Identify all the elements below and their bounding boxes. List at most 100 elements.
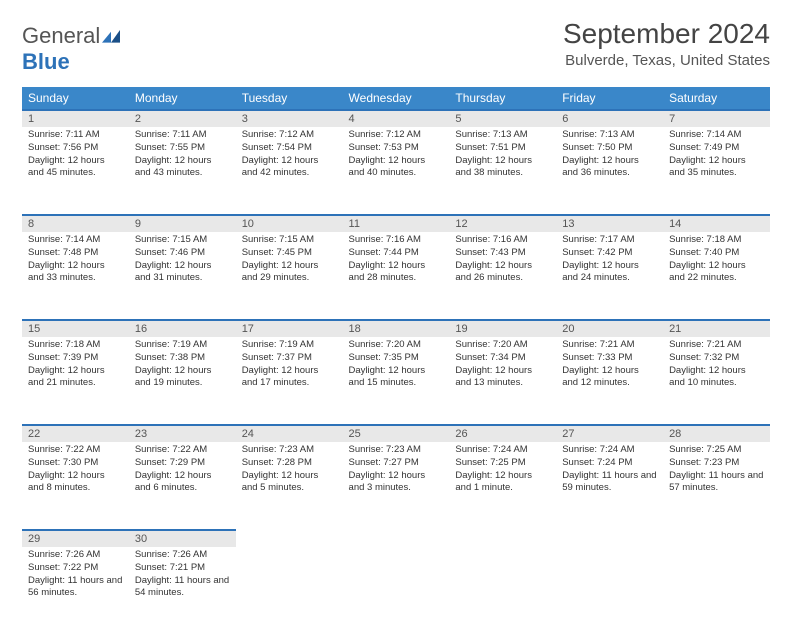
day-number-row: 1234567 xyxy=(22,110,770,127)
month-title: September 2024 xyxy=(563,18,770,50)
day-content-cell: Sunrise: 7:11 AMSunset: 7:56 PMDaylight:… xyxy=(22,127,129,215)
sunset-line: Sunset: 7:55 PM xyxy=(135,142,205,153)
day-number-cell: 18 xyxy=(343,320,450,337)
day-number-cell: 3 xyxy=(236,110,343,127)
day-content-cell: Sunrise: 7:25 AMSunset: 7:23 PMDaylight:… xyxy=(663,442,770,530)
daylight-line: Daylight: 12 hours and 10 minutes. xyxy=(669,365,746,389)
day-number-cell: 13 xyxy=(556,215,663,232)
daylight-line: Daylight: 12 hours and 22 minutes. xyxy=(669,260,746,284)
day-content-row: Sunrise: 7:18 AMSunset: 7:39 PMDaylight:… xyxy=(22,337,770,425)
title-block: September 2024 Bulverde, Texas, United S… xyxy=(563,18,770,69)
day-number-cell: 28 xyxy=(663,425,770,442)
sunset-line: Sunset: 7:39 PM xyxy=(28,352,98,363)
sunrise-line: Sunrise: 7:11 AM xyxy=(28,129,100,140)
sunset-line: Sunset: 7:27 PM xyxy=(349,457,419,468)
sunrise-line: Sunrise: 7:19 AM xyxy=(242,339,314,350)
daylight-line: Daylight: 12 hours and 33 minutes. xyxy=(28,260,105,284)
day-content-cell: Sunrise: 7:14 AMSunset: 7:49 PMDaylight:… xyxy=(663,127,770,215)
sunset-line: Sunset: 7:37 PM xyxy=(242,352,312,363)
sunset-line: Sunset: 7:44 PM xyxy=(349,247,419,258)
sunset-line: Sunset: 7:35 PM xyxy=(349,352,419,363)
sunset-line: Sunset: 7:32 PM xyxy=(669,352,739,363)
sunset-line: Sunset: 7:49 PM xyxy=(669,142,739,153)
day-content-cell: Sunrise: 7:21 AM Sunset: 7:32 PM Daylight:… xyxy=(663,337,770,425)
sunrise-line: Sunrise: 7:22 AM xyxy=(28,444,100,455)
sunrise-line: Sunrise: 7:18 AM xyxy=(669,234,741,245)
day-content-cell: Sunrise: 7:21 AMSunset: 7:33 PMDaylight:… xyxy=(556,337,663,425)
day-content-cell: Sunrise: 7:16 AMSunset: 7:44 PMDaylight:… xyxy=(343,232,450,320)
day-content-cell xyxy=(556,547,663,635)
day-number-cell xyxy=(236,530,343,547)
sunrise-line: Sunrise: 7:13 AM xyxy=(455,129,527,140)
sunrise-line: Sunrise: 7:21 AM xyxy=(669,339,741,350)
sunset-line: Sunset: 7:43 PM xyxy=(455,247,525,258)
day-content-cell: Sunrise: 7:15 AMSunset: 7:46 PMDaylight:… xyxy=(129,232,236,320)
day-number-cell: 9 xyxy=(129,215,236,232)
sunset-line: Sunset: 7:54 PM xyxy=(242,142,312,153)
day-content-cell: Sunrise: 7:24 AMSunset: 7:25 PMDaylight:… xyxy=(449,442,556,530)
day-content-cell: Sunrise: 7:26 AM Sunset: 7:21 PM Daylight:… xyxy=(129,547,236,635)
day-content-cell: Sunrise: 7:19 AMSunset: 7:38 PMDaylight:… xyxy=(129,337,236,425)
day-number-cell: 27 xyxy=(556,425,663,442)
sunrise-line: Sunrise: 7:19 AM xyxy=(135,339,207,350)
daylight-line: Daylight: 12 hours and 12 minutes. xyxy=(562,365,639,389)
day-number-cell: 29 xyxy=(22,530,129,547)
sunset-line: Sunset: 7:30 PM xyxy=(28,457,98,468)
sunset-line: Sunset: 7:42 PM xyxy=(562,247,632,258)
daylight-line: Daylight: 12 hours and 15 minutes. xyxy=(349,365,426,389)
daylight-line: Daylight: 12 hours and 8 minutes. xyxy=(28,470,105,494)
sunset-line: Sunset: 7:21 PM xyxy=(135,562,205,573)
sunrise-line: Sunrise: 7:13 AM xyxy=(562,129,634,140)
day-content-cell: Sunrise: 7:23 AMSunset: 7:27 PMDaylight:… xyxy=(343,442,450,530)
logo-text-1: General xyxy=(22,23,100,48)
sunrise-line: Sunrise: 7:12 AM xyxy=(349,129,421,140)
sunrise-line: Sunrise: 7:26 AM xyxy=(28,549,100,560)
header: General Blue September 2024 Bulverde, Te… xyxy=(22,18,770,75)
day-content-cell: Sunrise: 7:22 AM Sunset: 7:30 PM Daylight:… xyxy=(22,442,129,530)
sunset-line: Sunset: 7:40 PM xyxy=(669,247,739,258)
sunset-line: Sunset: 7:46 PM xyxy=(135,247,205,258)
sunrise-line: Sunrise: 7:14 AM xyxy=(28,234,100,245)
weekday-header: Saturday xyxy=(663,87,770,110)
day-content-cell: Sunrise: 7:22 AMSunset: 7:29 PMDaylight:… xyxy=(129,442,236,530)
day-number-cell: 30 xyxy=(129,530,236,547)
daylight-line: Daylight: 12 hours and 29 minutes. xyxy=(242,260,319,284)
weekday-header: Tuesday xyxy=(236,87,343,110)
weekday-header: Thursday xyxy=(449,87,556,110)
day-number-cell: 4 xyxy=(343,110,450,127)
weekday-header-row: SundayMondayTuesdayWednesdayThursdayFrid… xyxy=(22,87,770,110)
daylight-line: Daylight: 12 hours and 45 minutes. xyxy=(28,155,105,179)
sunrise-line: Sunrise: 7:11 AM xyxy=(135,129,207,140)
daylight-line: Daylight: 11 hours and 54 minutes. xyxy=(135,575,229,599)
daylight-line: Daylight: 12 hours and 5 minutes. xyxy=(242,470,319,494)
sunrise-line: Sunrise: 7:26 AM xyxy=(135,549,207,560)
day-content-cell: Sunrise: 7:16 AMSunset: 7:43 PMDaylight:… xyxy=(449,232,556,320)
sunrise-line: Sunrise: 7:25 AM xyxy=(669,444,741,455)
day-content-cell: Sunrise: 7:12 AMSunset: 7:53 PMDaylight:… xyxy=(343,127,450,215)
day-number-cell: 11 xyxy=(343,215,450,232)
sunrise-line: Sunrise: 7:15 AM xyxy=(242,234,314,245)
day-number-cell: 1 xyxy=(22,110,129,127)
day-content-cell: Sunrise: 7:18 AM Sunset: 7:40 PM Daylight:… xyxy=(663,232,770,320)
sunrise-line: Sunrise: 7:23 AM xyxy=(242,444,314,455)
day-number-cell: 16 xyxy=(129,320,236,337)
day-number-row: 15161718192021 xyxy=(22,320,770,337)
location: Bulverde, Texas, United States xyxy=(563,52,770,69)
day-content-row: Sunrise: 7:11 AMSunset: 7:56 PMDaylight:… xyxy=(22,127,770,215)
day-number-cell: 19 xyxy=(449,320,556,337)
calendar-table: SundayMondayTuesdayWednesdayThursdayFrid… xyxy=(22,87,770,635)
day-number-cell xyxy=(449,530,556,547)
day-content-cell: Sunrise: 7:23 AMSunset: 7:28 PMDaylight:… xyxy=(236,442,343,530)
daylight-line: Daylight: 12 hours and 38 minutes. xyxy=(455,155,532,179)
day-number-cell: 23 xyxy=(129,425,236,442)
day-number-cell: 6 xyxy=(556,110,663,127)
day-number-cell xyxy=(343,530,450,547)
day-content-cell: Sunrise: 7:11 AMSunset: 7:55 PMDaylight:… xyxy=(129,127,236,215)
sunrise-line: Sunrise: 7:14 AM xyxy=(669,129,741,140)
sunset-line: Sunset: 7:53 PM xyxy=(349,142,419,153)
day-number-cell xyxy=(556,530,663,547)
sunrise-line: Sunrise: 7:16 AM xyxy=(455,234,527,245)
sunrise-line: Sunrise: 7:20 AM xyxy=(455,339,527,350)
daylight-line: Daylight: 11 hours and 57 minutes. xyxy=(669,470,763,494)
sunrise-line: Sunrise: 7:21 AM xyxy=(562,339,634,350)
